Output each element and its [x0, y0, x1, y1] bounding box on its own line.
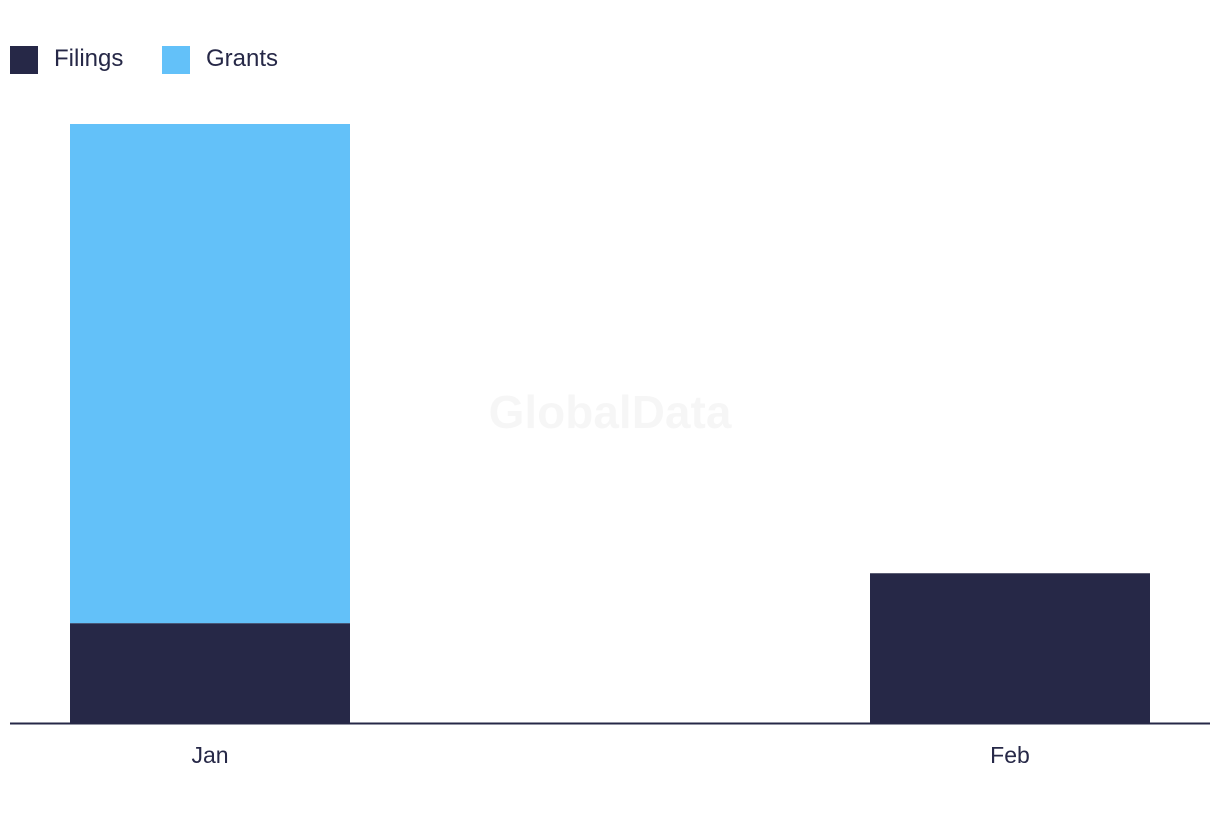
- bar-grants-jan: [70, 124, 350, 624]
- x-tick-label-jan: Jan: [191, 742, 228, 768]
- legend-swatch-filings: [10, 46, 38, 74]
- bar-filings-feb: [870, 573, 1150, 723]
- bars-group: [70, 124, 1150, 723]
- x-tick-label-feb: Feb: [990, 742, 1030, 768]
- bar-filings-jan: [70, 623, 350, 723]
- legend: Filings Grants: [10, 45, 278, 74]
- legend-label-grants: Grants: [206, 45, 278, 72]
- x-axis-tick-labels: Jan Feb: [191, 742, 1029, 768]
- legend-swatch-grants: [162, 46, 190, 74]
- legend-label-filings: Filings: [54, 45, 123, 72]
- watermark: GlobalData: [489, 386, 732, 438]
